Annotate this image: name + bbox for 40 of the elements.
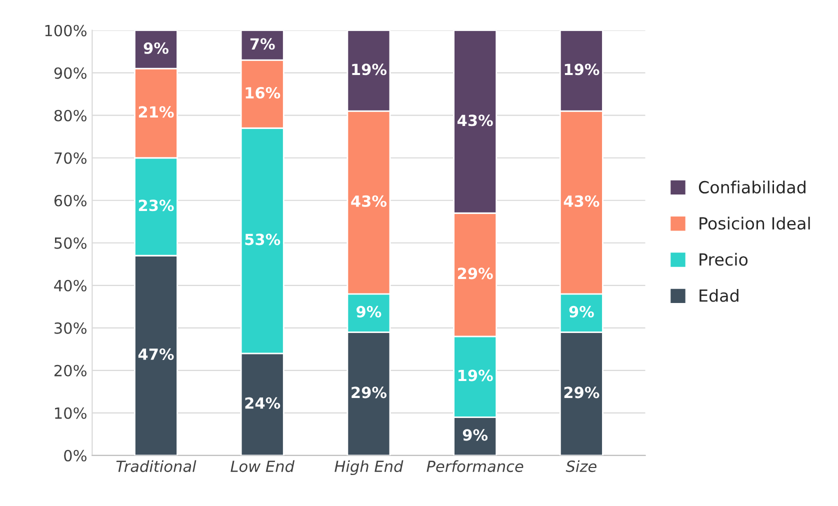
data-label: 21%: [138, 106, 174, 118]
y-tick-label: 100%: [45, 24, 86, 36]
x-tick-label: Traditional: [116, 460, 196, 472]
data-label: 29%: [564, 386, 600, 398]
data-label: 29%: [352, 386, 387, 398]
y-tick-label: 60%: [54, 194, 86, 206]
data-label: 7%: [250, 38, 275, 50]
data-label: 29%: [458, 268, 493, 280]
y-tick-label: 0%: [64, 450, 86, 462]
y-tick-label: 30%: [54, 322, 86, 334]
data-label: 19%: [352, 64, 387, 76]
data-label: 19%: [564, 64, 600, 76]
y-tick-label: 90%: [54, 67, 86, 79]
y-tick-label: 20%: [54, 364, 86, 376]
data-label: 19%: [458, 370, 493, 382]
y-tick-label: 10%: [55, 407, 86, 419]
data-label: 9%: [356, 306, 382, 318]
data-label: 53%: [245, 234, 280, 246]
x-tick-label: Low End: [230, 460, 295, 472]
y-tick-label: 70%: [54, 152, 86, 164]
y-tick-label: 50%: [54, 237, 86, 249]
legend-label: Edad: [700, 289, 738, 302]
legend-label: Confiabilidad: [698, 180, 806, 194]
legend-label: Precio: [700, 252, 748, 266]
data-label: 43%: [351, 195, 387, 207]
data-label: 16%: [246, 86, 280, 99]
x-tick-label: High End: [334, 460, 404, 476]
y-tick-label: 80%: [54, 110, 86, 122]
x-tick-label: Performance: [426, 460, 524, 472]
legend-label: Posicion Ideal: [700, 216, 810, 230]
data-label: 43%: [457, 114, 493, 126]
data-label: 43%: [564, 195, 600, 207]
data-label: 47%: [138, 348, 174, 360]
y-tick-label: 40%: [54, 280, 86, 292]
data-label: 9%: [569, 306, 594, 318]
data-label: 23%: [138, 200, 174, 212]
data-label: 24%: [245, 397, 280, 409]
data-label: 9%: [144, 42, 168, 54]
data-label: 9%: [462, 429, 488, 441]
x-tick-label: Size: [566, 460, 596, 472]
